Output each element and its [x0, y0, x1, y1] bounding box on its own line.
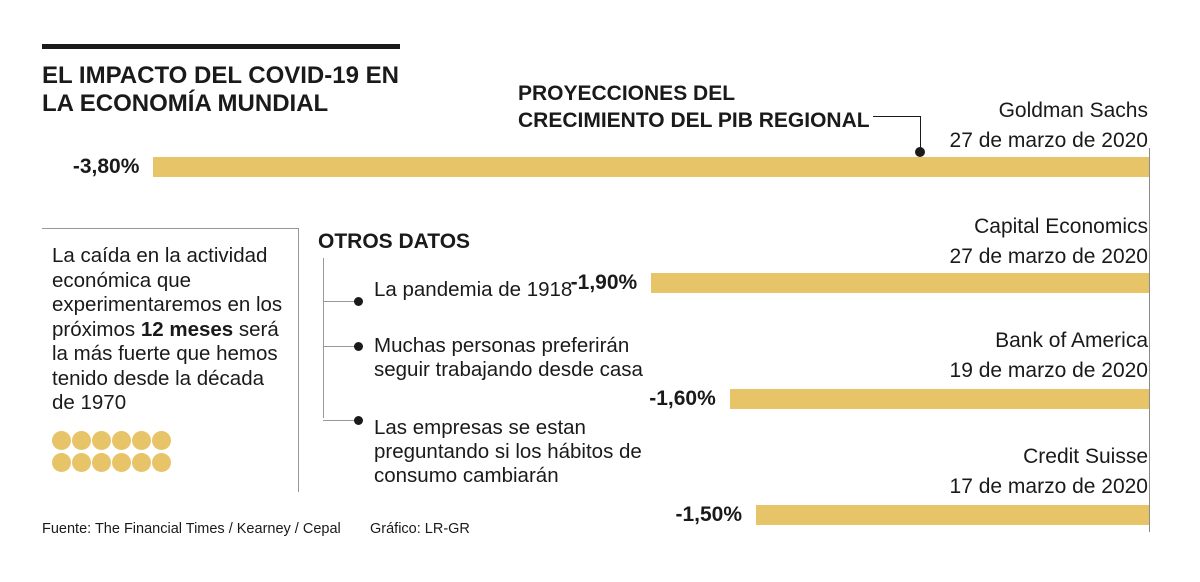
forecaster-name: Goldman Sachs [998, 99, 1148, 122]
tree-line [323, 258, 324, 418]
tree-branch [323, 301, 358, 302]
otros-datos-item: Las empresas se estan preguntando si los… [374, 416, 642, 487]
info-box-top-border [42, 228, 298, 229]
bar-1 [651, 273, 1149, 293]
forecast-date: 27 de marzo de 2020 [949, 129, 1148, 152]
tree-branch [323, 346, 358, 347]
forecaster-label: Capital Economics 27 de marzo de 2020 [950, 212, 1148, 272]
forecaster-label: Goldman Sachs 27 de marzo de 2020 [950, 96, 1148, 156]
decorative-dot [72, 453, 91, 472]
forecast-date: 19 de marzo de 2020 [949, 359, 1148, 382]
decorative-dot [112, 453, 131, 472]
decorative-dot [132, 431, 151, 450]
bar-value-label: -1,50% [675, 503, 742, 526]
otros-datos-item: Muchas personas preferirán seguir trabaj… [374, 334, 643, 381]
decorative-dot [152, 431, 171, 450]
bar-value-label: -1,90% [570, 271, 638, 294]
forecaster-label: Credit Suisse 17 de marzo de 2020 [950, 442, 1148, 502]
info-box-right-border [298, 228, 299, 492]
info-text-highlight: 12 meses [140, 317, 234, 341]
forecast-date: 17 de marzo de 2020 [949, 475, 1148, 498]
decorative-dot [92, 453, 111, 472]
page-title: EL IMPACTO DEL COVID-19 EN LA ECONOMÍA M… [42, 62, 399, 117]
decorative-dot [152, 453, 171, 472]
forecaster-label: Bank of America 19 de marzo de 2020 [950, 326, 1148, 386]
zero-axis [1149, 148, 1150, 532]
bullet-dot [354, 342, 363, 351]
forecaster-name: Bank of America [995, 329, 1148, 352]
decorative-dot [132, 453, 151, 472]
graphic-credit: Gráfico: LR-GR [370, 521, 470, 537]
otros-datos-title: OTROS DATOS [318, 230, 471, 253]
info-text-end: será la más fuerte que hemos tenido desd… [52, 317, 279, 415]
forecaster-name: Capital Economics [974, 215, 1148, 238]
bar-2 [729, 389, 1149, 409]
bar-value-label: -1,60% [649, 387, 716, 410]
title-connector-vertical [920, 116, 921, 152]
title-connector [873, 116, 920, 117]
bar-value-label: -3,80% [72, 155, 140, 178]
tree-branch [323, 420, 358, 421]
bar-0 [153, 157, 1149, 177]
forecast-date: 27 de marzo de 2020 [949, 245, 1148, 268]
info-box-text: La caída en la actividad económica que e… [52, 244, 292, 416]
chart-title: PROYECCIONES DEL CRECIMIENTO DEL PIB REG… [518, 82, 870, 132]
title-rule [42, 44, 400, 49]
connector-dot [915, 147, 925, 157]
decorative-dot [112, 431, 131, 450]
source-note: Fuente: The Financial Times / Kearney / … [42, 521, 341, 537]
decorative-dot [72, 431, 91, 450]
decorative-dot [92, 431, 111, 450]
bullet-dot [354, 416, 363, 425]
forecaster-name: Credit Suisse [1023, 445, 1148, 468]
otros-datos-item: La pandemia de 1918 [374, 278, 573, 301]
decorative-dot [52, 453, 71, 472]
info-text-start: La caída en la actividad económica que e… [52, 244, 283, 341]
bar-3 [756, 505, 1149, 525]
bullet-dot [354, 297, 363, 306]
decorative-dot [52, 431, 71, 450]
